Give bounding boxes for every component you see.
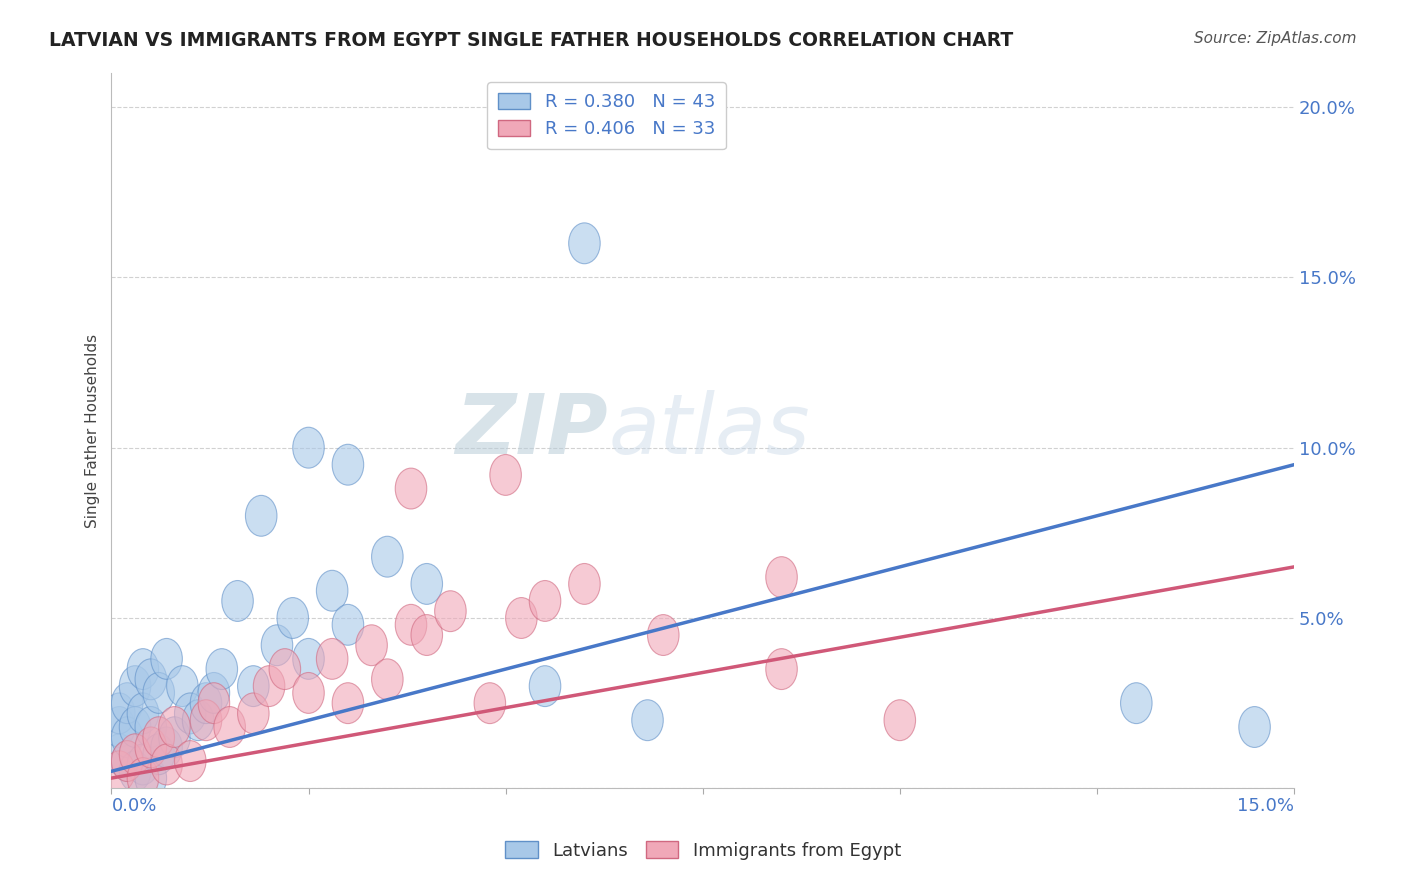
Ellipse shape <box>183 699 214 740</box>
Ellipse shape <box>506 598 537 639</box>
Ellipse shape <box>316 570 347 611</box>
Ellipse shape <box>111 717 143 757</box>
Ellipse shape <box>127 757 159 798</box>
Ellipse shape <box>238 693 269 734</box>
Ellipse shape <box>262 624 292 665</box>
Text: 0.0%: 0.0% <box>111 797 157 815</box>
Ellipse shape <box>174 740 207 781</box>
Ellipse shape <box>143 673 174 714</box>
Ellipse shape <box>529 581 561 622</box>
Ellipse shape <box>111 740 143 781</box>
Ellipse shape <box>143 734 174 774</box>
Ellipse shape <box>246 495 277 536</box>
Ellipse shape <box>104 751 135 792</box>
Ellipse shape <box>120 751 150 792</box>
Ellipse shape <box>648 615 679 656</box>
Ellipse shape <box>332 444 364 485</box>
Ellipse shape <box>434 591 467 632</box>
Ellipse shape <box>277 598 308 639</box>
Y-axis label: Single Father Households: Single Father Households <box>86 334 100 528</box>
Ellipse shape <box>190 699 222 740</box>
Ellipse shape <box>395 605 427 645</box>
Ellipse shape <box>766 648 797 690</box>
Ellipse shape <box>135 727 166 768</box>
Ellipse shape <box>159 717 190 757</box>
Ellipse shape <box>104 693 135 734</box>
Ellipse shape <box>150 727 183 768</box>
Ellipse shape <box>166 665 198 706</box>
Ellipse shape <box>104 706 135 747</box>
Ellipse shape <box>143 717 174 757</box>
Ellipse shape <box>214 706 246 747</box>
Ellipse shape <box>238 665 269 706</box>
Ellipse shape <box>356 624 387 665</box>
Text: Source: ZipAtlas.com: Source: ZipAtlas.com <box>1194 31 1357 46</box>
Ellipse shape <box>150 639 183 680</box>
Ellipse shape <box>1239 706 1271 747</box>
Ellipse shape <box>127 648 159 690</box>
Ellipse shape <box>292 639 325 680</box>
Ellipse shape <box>766 557 797 598</box>
Ellipse shape <box>174 693 207 734</box>
Ellipse shape <box>568 223 600 264</box>
Ellipse shape <box>292 673 325 714</box>
Ellipse shape <box>159 706 190 747</box>
Ellipse shape <box>111 740 143 781</box>
Ellipse shape <box>104 734 135 774</box>
Ellipse shape <box>127 744 159 785</box>
Legend: Latvians, Immigrants from Egypt: Latvians, Immigrants from Egypt <box>498 834 908 867</box>
Ellipse shape <box>135 706 166 747</box>
Text: atlas: atlas <box>607 390 810 471</box>
Ellipse shape <box>474 682 506 723</box>
Ellipse shape <box>111 682 143 723</box>
Ellipse shape <box>316 639 347 680</box>
Ellipse shape <box>1121 682 1152 723</box>
Ellipse shape <box>631 699 664 740</box>
Ellipse shape <box>332 605 364 645</box>
Ellipse shape <box>198 682 229 723</box>
Ellipse shape <box>411 564 443 605</box>
Text: 15.0%: 15.0% <box>1237 797 1294 815</box>
Ellipse shape <box>120 706 150 747</box>
Ellipse shape <box>269 648 301 690</box>
Ellipse shape <box>207 648 238 690</box>
Text: LATVIAN VS IMMIGRANTS FROM EGYPT SINGLE FATHER HOUSEHOLDS CORRELATION CHART: LATVIAN VS IMMIGRANTS FROM EGYPT SINGLE … <box>49 31 1014 50</box>
Text: ZIP: ZIP <box>456 390 607 471</box>
Ellipse shape <box>135 757 166 798</box>
Ellipse shape <box>190 682 222 723</box>
Ellipse shape <box>568 564 600 605</box>
Ellipse shape <box>135 659 166 699</box>
Ellipse shape <box>150 744 183 785</box>
Ellipse shape <box>253 665 285 706</box>
Ellipse shape <box>371 659 404 699</box>
Ellipse shape <box>120 734 150 774</box>
Ellipse shape <box>489 455 522 495</box>
Ellipse shape <box>222 581 253 622</box>
Ellipse shape <box>395 468 427 509</box>
Ellipse shape <box>529 665 561 706</box>
Ellipse shape <box>411 615 443 656</box>
Ellipse shape <box>120 665 150 706</box>
Ellipse shape <box>292 427 325 468</box>
Ellipse shape <box>884 699 915 740</box>
Ellipse shape <box>332 682 364 723</box>
Ellipse shape <box>127 693 159 734</box>
Ellipse shape <box>198 673 229 714</box>
Legend: R = 0.380   N = 43, R = 0.406   N = 33: R = 0.380 N = 43, R = 0.406 N = 33 <box>486 82 725 149</box>
Ellipse shape <box>371 536 404 577</box>
